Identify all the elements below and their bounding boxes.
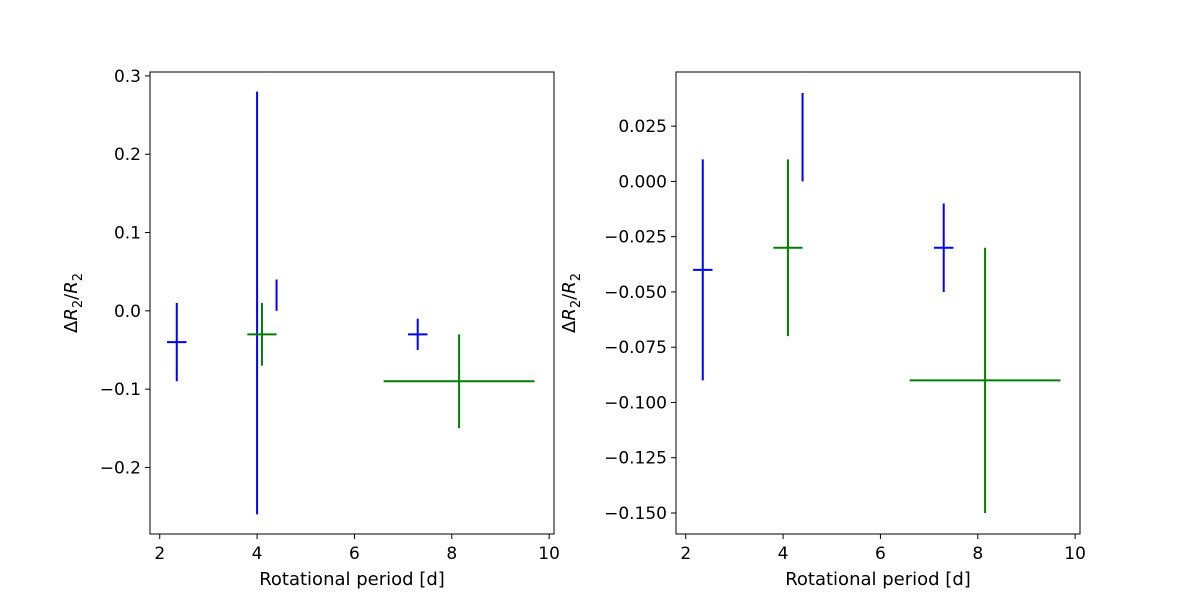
y-tick-label: −0.2: [100, 458, 141, 478]
axes-frame: [675, 71, 1081, 535]
y-axis-label: ΔR2/R2: [559, 273, 584, 333]
x-tick-label: 6: [349, 544, 360, 564]
x-tick-label: 10: [538, 544, 560, 564]
y-tick-label: 0.2: [114, 145, 141, 165]
y-axis-label: ΔR2/R2: [61, 273, 86, 333]
x-tick-label: 8: [446, 544, 457, 564]
x-tick-label: 2: [154, 544, 165, 564]
y-tick-label: 0.025: [618, 117, 667, 137]
y-tick-label: −0.050: [604, 283, 667, 303]
right-panel: 2 4 6 8 10 −0.150 −0.125 −0.100 −0.075 −0.050 −0.0…: [559, 71, 1086, 590]
y-tick-label: 0.1: [114, 224, 141, 244]
x-tick-label: 8: [972, 544, 983, 564]
left-panel: 2 4 6 8 10 −0.2 −0.1 0.0 0.1 0.2 0.3 Rotational per…: [61, 67, 560, 590]
y-tick-label: −0.125: [604, 449, 667, 469]
axes-frame: [149, 71, 555, 535]
y-tick-label: 0.3: [114, 67, 141, 87]
y-tick-label: −0.1: [100, 380, 141, 400]
y-tick-label: −0.075: [604, 338, 667, 358]
x-tick-label: 4: [778, 544, 789, 564]
y-tick-label: −0.150: [604, 504, 667, 524]
y-tick-label: 0.0: [114, 302, 141, 322]
y-tick-label: −0.025: [604, 228, 667, 248]
x-tick-label: 10: [1064, 544, 1086, 564]
x-tick-label: 2: [680, 544, 691, 564]
x-tick-label: 4: [252, 544, 263, 564]
y-tick-label: 0.000: [618, 172, 667, 192]
x-tick-label: 6: [875, 544, 886, 564]
x-axis-label: Rotational period [d]: [785, 569, 971, 590]
x-axis-label: Rotational period [d]: [259, 569, 445, 590]
y-tick-label: −0.100: [604, 393, 667, 413]
